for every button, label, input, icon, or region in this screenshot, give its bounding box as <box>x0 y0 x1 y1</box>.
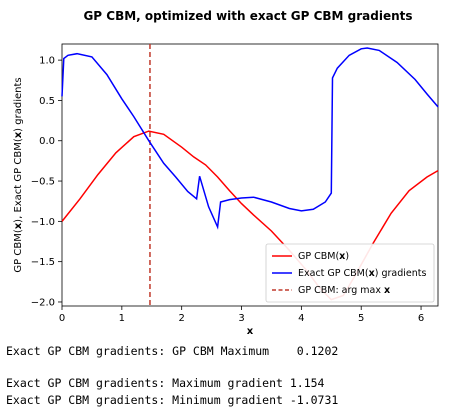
y-tick-label: 0.5 <box>39 96 55 107</box>
legend-box <box>265 243 435 303</box>
legend-label-gp-cbm: GP CBM(x) <box>298 251 349 262</box>
output-line-max-gradient: Exact GP CBM gradients: Maximum gradient… <box>6 376 325 390</box>
y-tick-label: −2.0 <box>31 297 55 308</box>
y-tick-label: −0.5 <box>31 177 55 188</box>
y-tick-label: 0.0 <box>39 136 55 147</box>
x-axis: 0 1 2 3 4 5 6 <box>59 306 424 324</box>
y-axis-label: GP CBM(x), Exact GP CBM(x) gradients <box>13 77 24 272</box>
x-tick-label: 5 <box>358 313 364 324</box>
x-tick-label: 1 <box>119 313 125 324</box>
x-tick-label: 3 <box>238 313 244 324</box>
chart-title: GP CBM, optimized with exact GP CBM grad… <box>83 9 412 23</box>
legend-label-gradients: Exact GP CBM(x) gradients <box>298 268 426 279</box>
series-line-gradients <box>61 47 439 230</box>
y-tick-label: 1.0 <box>39 56 55 67</box>
chart: GP CBM, optimized with exact GP CBM grad… <box>13 9 439 337</box>
y-axis: 1.0 0.5 0.0 −0.5 −1.0 −1.5 −2.0 <box>31 56 62 308</box>
x-tick-label: 2 <box>178 313 184 324</box>
legend: GP CBM(x) Exact GP CBM(x) gradients GP C… <box>265 243 435 303</box>
y-tick-label: −1.5 <box>31 257 55 268</box>
x-tick-label: 0 <box>59 313 65 324</box>
y-tick-label: −1.0 <box>31 217 55 228</box>
x-axis-label: x <box>247 326 254 337</box>
x-tick-label: 4 <box>298 313 304 324</box>
x-tick-label: 6 <box>418 313 424 324</box>
plot-frame <box>61 43 439 307</box>
legend-label-argmax: GP CBM: arg max x <box>298 285 390 296</box>
output-line-maximum: Exact GP CBM gradients: GP CBM Maximum 0… <box>6 344 339 358</box>
output-line-min-gradient: Exact GP CBM gradients: Minimum gradient… <box>6 393 339 407</box>
